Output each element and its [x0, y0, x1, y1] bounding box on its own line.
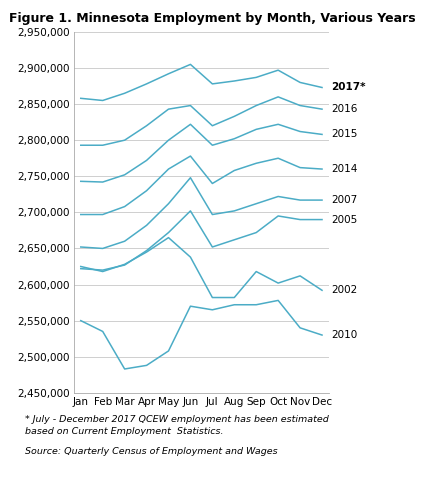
- Text: Source: Quarterly Census of Employment and Wages: Source: Quarterly Census of Employment a…: [25, 447, 278, 456]
- Text: 2015: 2015: [331, 130, 357, 139]
- Text: 2002: 2002: [331, 285, 357, 295]
- Text: 2005: 2005: [331, 215, 357, 224]
- Text: 2016: 2016: [331, 104, 357, 114]
- Text: Figure 1. Minnesota Employment by Month, Various Years: Figure 1. Minnesota Employment by Month,…: [8, 12, 416, 25]
- Text: 2014: 2014: [331, 164, 357, 174]
- Text: 2007: 2007: [331, 195, 357, 205]
- Text: * July - December 2017 QCEW employment has been estimated: * July - December 2017 QCEW employment h…: [25, 415, 329, 424]
- Text: 2017*: 2017*: [331, 82, 365, 92]
- Text: based on Current Employment  Statistics.: based on Current Employment Statistics.: [25, 427, 224, 436]
- Text: 2010: 2010: [331, 330, 357, 340]
